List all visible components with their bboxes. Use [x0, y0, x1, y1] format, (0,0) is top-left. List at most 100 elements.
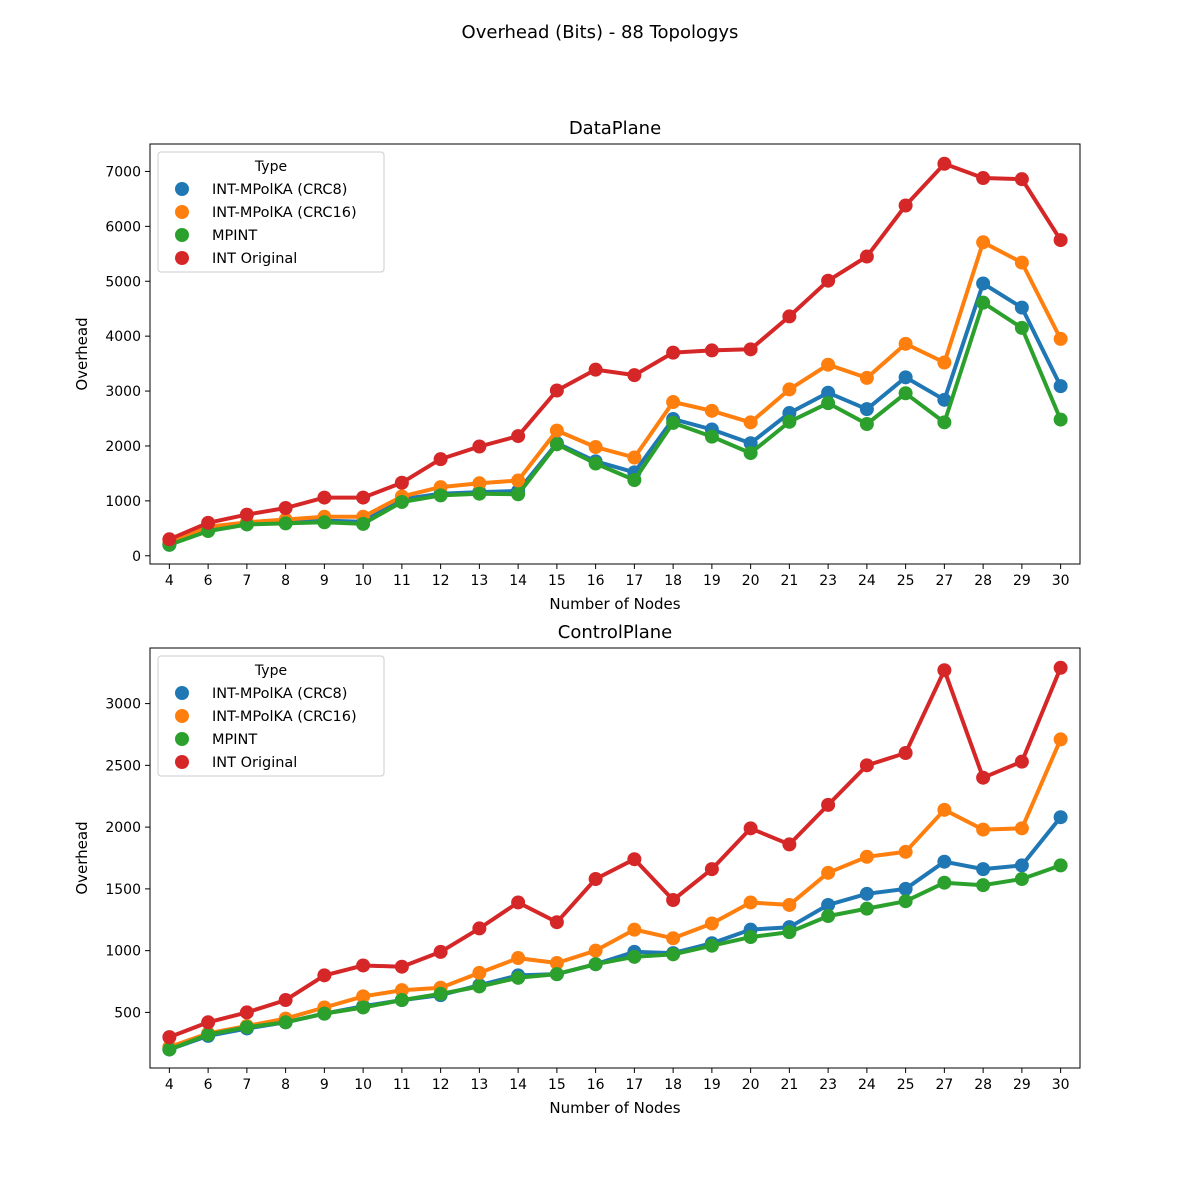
dataplane-ytick-label: 2000 [105, 439, 141, 455]
controlplane-legend-marker [175, 732, 189, 746]
controlplane-xtick-label: 6 [204, 1077, 213, 1093]
controlplane-point-mpint [704, 938, 719, 953]
dataplane-xlabel: Number of Nodes [549, 595, 680, 613]
dataplane-legend-entry: INT-MPolKA (CRC16) [212, 205, 357, 221]
dataplane-point-mpint [666, 415, 681, 430]
dataplane-xtick-label: 29 [1013, 573, 1031, 589]
controlplane-xtick-label: 29 [1013, 1077, 1031, 1093]
controlplane-point-int-original [317, 968, 332, 983]
dataplane-point-int-mpolka-crc8 [859, 402, 874, 417]
controlplane-point-int-original [976, 770, 991, 785]
dataplane-point-int-mpolka-crc8 [1053, 379, 1068, 394]
dataplane-point-mpint [317, 515, 332, 530]
controlplane-point-int-original [356, 958, 371, 973]
controlplane-legend-box [157, 655, 385, 777]
controlplane-xlabel: Number of Nodes [549, 1099, 680, 1117]
dataplane-xtick-label: 6 [204, 573, 213, 589]
dataplane-xtick-label: 12 [432, 573, 450, 589]
controlplane-point-mpint [1053, 858, 1068, 873]
dataplane-xtick-label: 28 [974, 573, 992, 589]
dataplane-xtick-label: 20 [742, 573, 760, 589]
controlplane-xtick-label: 12 [432, 1077, 450, 1093]
controlplane-point-int-original [588, 872, 603, 886]
dataplane-point-mpint [743, 446, 758, 461]
dataplane-point-mpint [898, 386, 913, 401]
controlplane-point-int-mpolka-crc8 [1014, 858, 1029, 873]
controlplane-xtick-label: 4 [165, 1077, 174, 1093]
controlplane-point-int-original [278, 993, 293, 1008]
dataplane-point-int-original [317, 490, 332, 505]
controlplane-legend-title: Type [254, 663, 287, 679]
controlplane-point-mpint [898, 894, 913, 909]
controlplane-point-int-mpolka-crc16 [821, 865, 836, 880]
dataplane-point-int-original [239, 507, 254, 522]
controlplane-point-int-original [239, 1005, 254, 1020]
controlplane-point-mpint [472, 979, 487, 994]
controlplane-point-mpint [666, 947, 681, 962]
dataplane-point-int-original [549, 383, 564, 398]
dataplane-point-int-mpolka-crc8 [976, 276, 991, 291]
controlplane-point-int-mpolka-crc16 [666, 931, 681, 946]
controlplane-xtick-label: 16 [587, 1077, 605, 1093]
figure-suptitle: Overhead (Bits) - 88 Topologys [462, 22, 739, 43]
controlplane-point-mpint [588, 957, 603, 972]
dataplane-series-line-int-mpolka-crc16 [167, 240, 1063, 544]
controlplane-point-mpint [239, 1020, 254, 1035]
dataplane-point-mpint [782, 414, 797, 429]
dataplane-point-int-original [588, 362, 603, 377]
dataplane-point-int-original [898, 198, 913, 213]
dataplane-xtick-label: 16 [587, 573, 605, 589]
dataplane-ytick-label: 7000 [105, 164, 141, 180]
dataplane-point-mpint [394, 494, 409, 509]
dataplane-point-int-mpolka-crc16 [588, 440, 603, 455]
controlplane-point-int-original [704, 862, 719, 877]
dataplane-point-int-original [1053, 233, 1068, 248]
controlplane-point-mpint [937, 875, 952, 890]
controlplane-point-mpint [549, 967, 564, 982]
controlplane-xtick-label: 24 [858, 1077, 876, 1093]
controlplane-point-int-original [472, 921, 487, 936]
controlplane-xtick-label: 25 [897, 1077, 915, 1093]
dataplane-point-mpint [472, 486, 487, 501]
dataplane-point-mpint [1014, 320, 1029, 335]
controlplane-xtick-label: 27 [935, 1077, 953, 1093]
controlplane-point-mpint [627, 949, 642, 964]
dataplane-point-mpint [821, 396, 836, 411]
controlplane-xtick-label: 20 [742, 1077, 760, 1093]
dataplane-xtick-label: 8 [281, 573, 290, 589]
dataplane-point-int-original [472, 439, 487, 454]
dataplane-xtick-label: 21 [780, 573, 798, 589]
controlplane-point-int-original [394, 959, 409, 974]
controlplane-point-int-original [782, 837, 797, 852]
controlplane-xtick-label: 10 [354, 1077, 372, 1093]
dataplane-legend-entry: INT Original [212, 251, 297, 267]
controlplane-ytick-label: 3000 [105, 697, 141, 713]
dataplane-xtick-label: 9 [320, 573, 329, 589]
controlplane-xtick-label: 30 [1052, 1077, 1070, 1093]
controlplane-ytick-label: 2000 [105, 820, 141, 836]
dataplane-xtick-label: 24 [858, 573, 876, 589]
controlplane-point-int-mpolka-crc8 [898, 881, 913, 896]
dataplane-legend-entry: MPINT [212, 228, 257, 244]
dataplane-xtick-label: 14 [509, 573, 527, 589]
dataplane-point-int-original [162, 532, 177, 547]
controlplane-point-mpint [278, 1015, 293, 1030]
controlplane-point-int-mpolka-crc8 [976, 862, 991, 877]
dataplane-ytick-label: 4000 [105, 329, 141, 345]
dataplane-point-int-original [511, 429, 526, 444]
dataplane-xtick-label: 11 [393, 573, 411, 589]
controlplane-legend-marker [175, 755, 189, 769]
dataplane-point-int-original [976, 171, 991, 186]
dataplane-legend-entry: INT-MPolKA (CRC8) [212, 182, 347, 198]
dataplane-xtick-label: 15 [548, 573, 566, 589]
dataplane-point-mpint [704, 429, 719, 444]
controlplane-xtick-label: 28 [974, 1077, 992, 1093]
controlplane-point-int-mpolka-crc16 [511, 951, 526, 966]
controlplane-legend: Type INT-MPolKA (CRC8) INT-MPolKA (CRC16) M… [157, 655, 385, 777]
dataplane-point-mpint [433, 488, 448, 503]
controlplane-point-mpint [162, 1042, 177, 1057]
dataplane-point-int-mpolka-crc16 [937, 355, 952, 370]
dataplane-point-int-mpolka-crc8 [937, 392, 952, 407]
controlplane-point-int-mpolka-crc16 [859, 849, 874, 864]
